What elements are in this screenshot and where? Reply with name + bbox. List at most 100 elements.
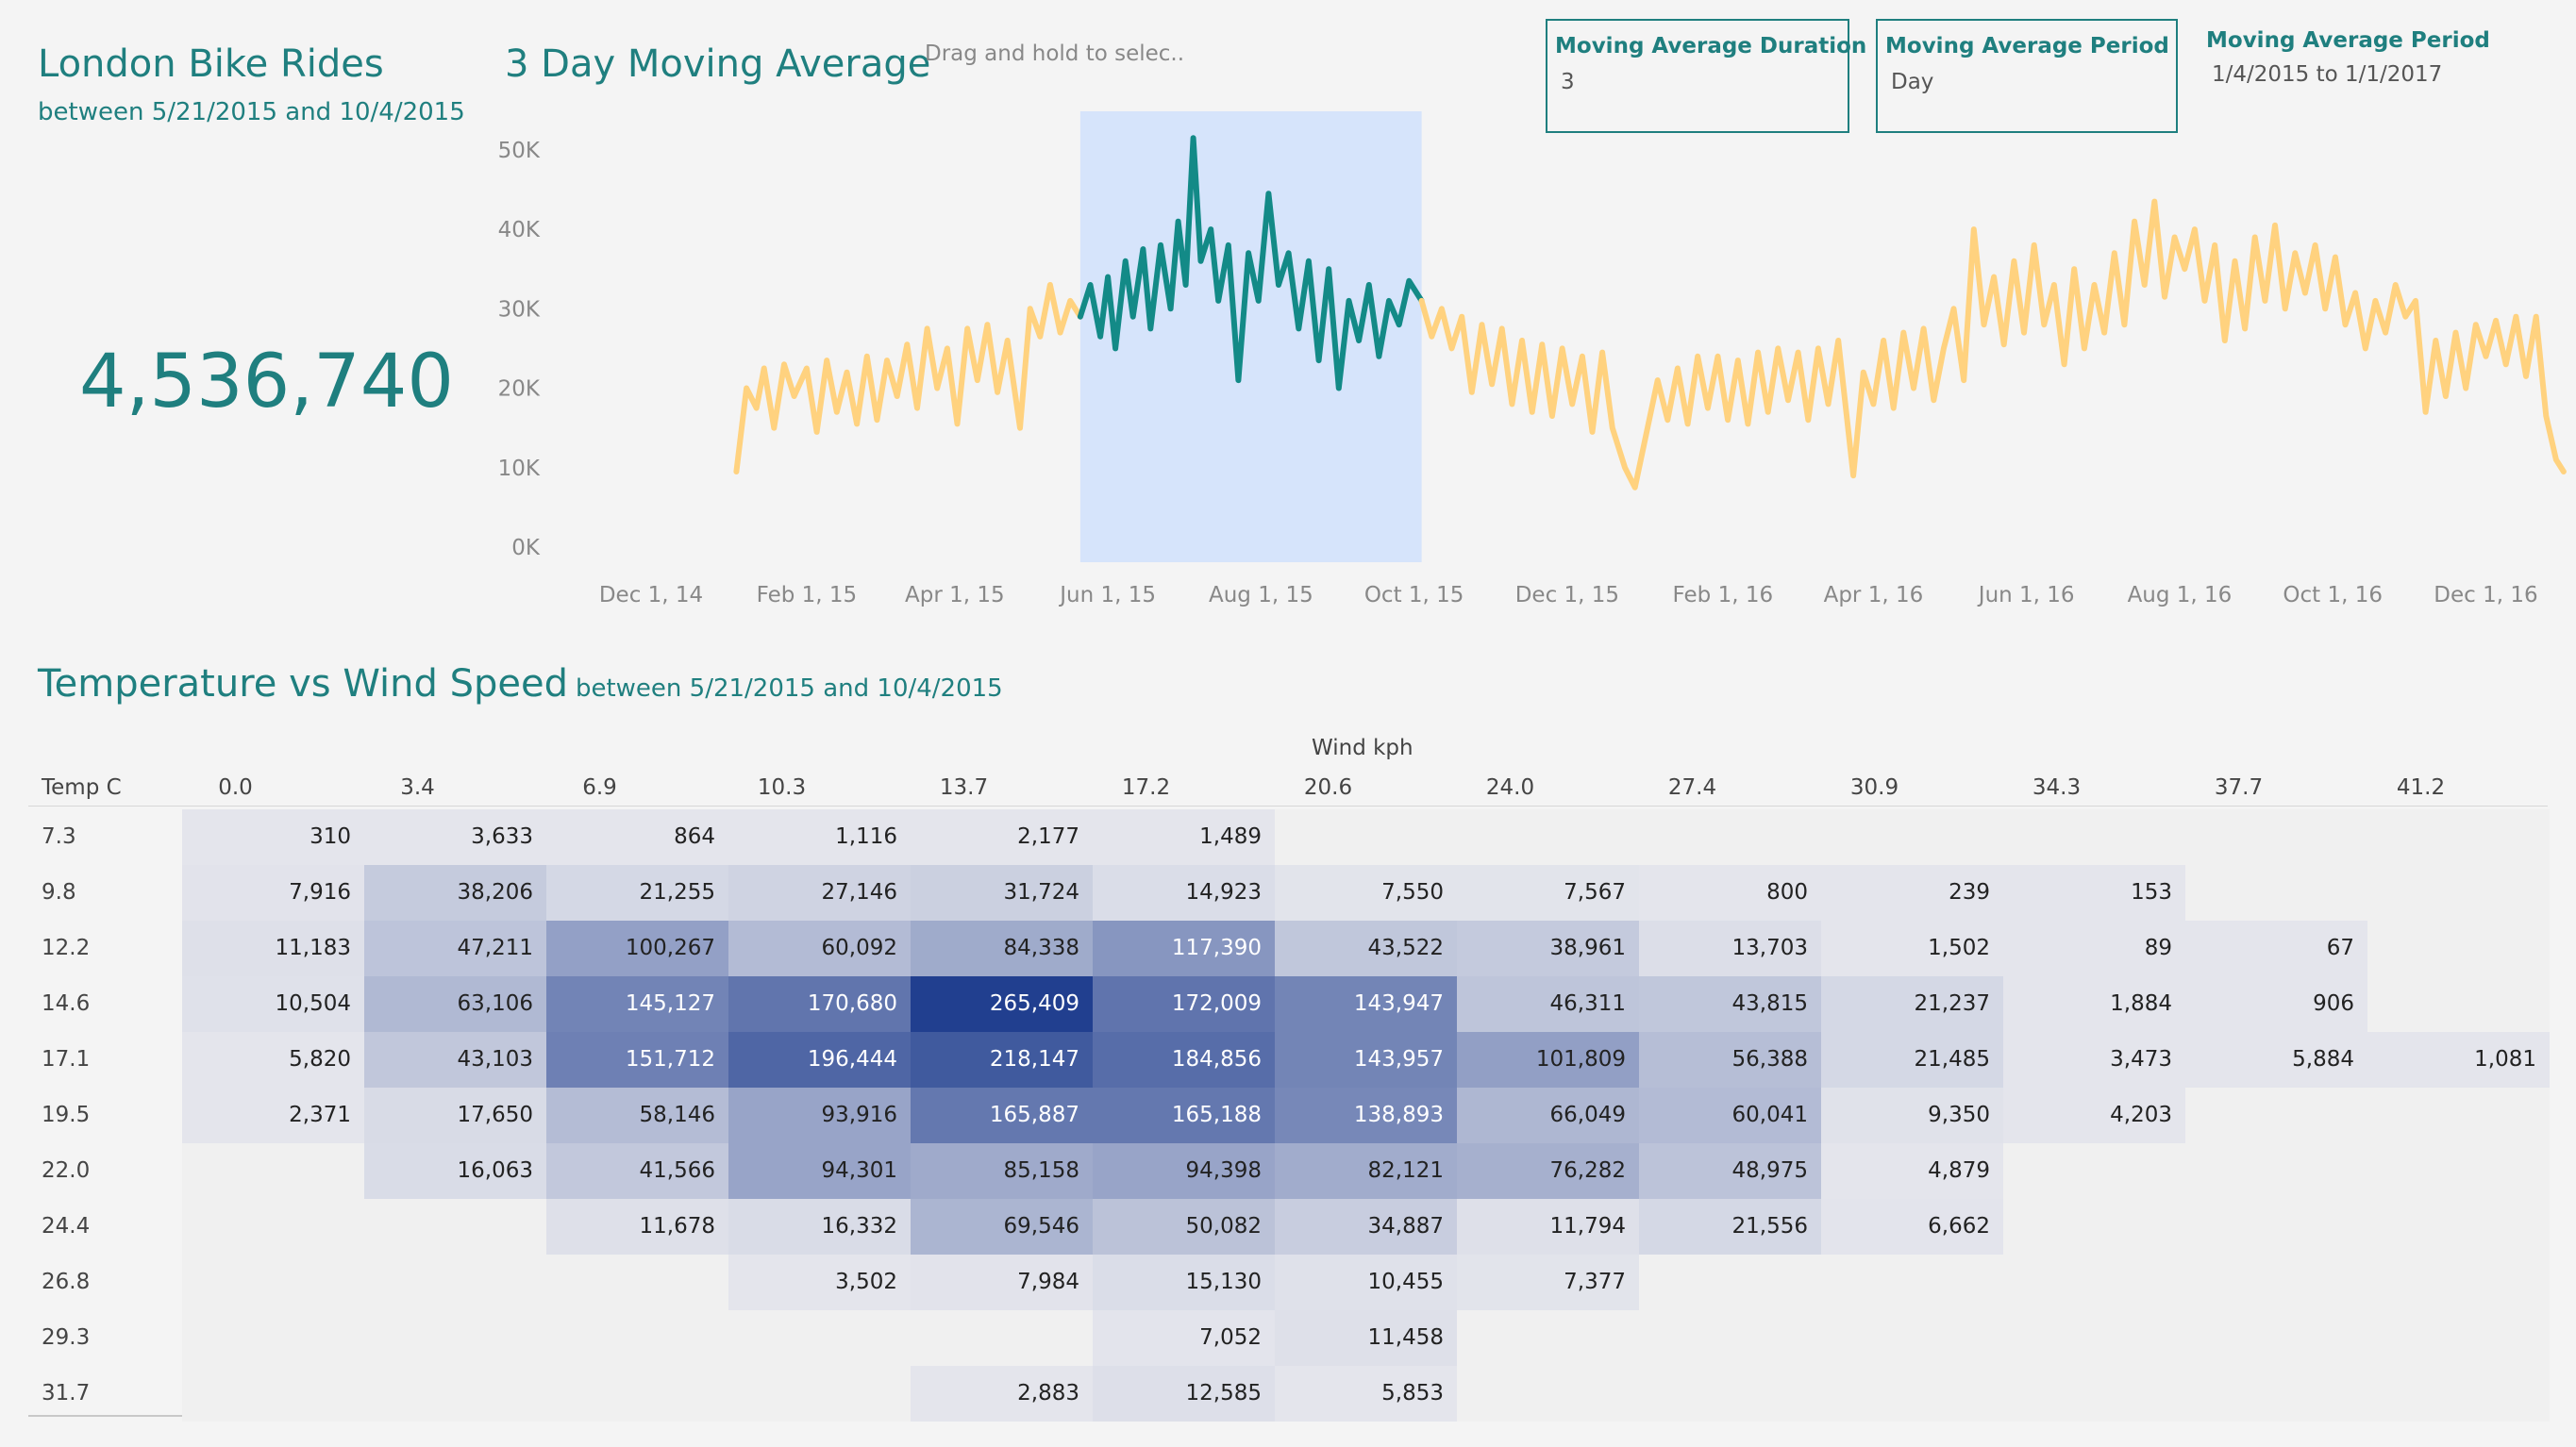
heatmap-cell[interactable]: 21,237 <box>1821 976 2003 1032</box>
range-control-value[interactable]: 1/4/2015 to 1/1/2017 <box>2212 62 2443 87</box>
heatmap-cell[interactable]: 66,049 <box>1457 1088 1639 1143</box>
heatmap-cell[interactable]: 184,856 <box>1093 1032 1275 1088</box>
heatmap-cell[interactable]: 7,567 <box>1457 865 1639 921</box>
heatmap-cell[interactable] <box>2367 976 2550 1032</box>
heatmap-cell[interactable]: 11,458 <box>1275 1310 1457 1366</box>
heatmap-cell[interactable] <box>2185 1143 2367 1199</box>
heatmap-cell[interactable]: 14,923 <box>1093 865 1275 921</box>
heatmap-cell[interactable] <box>1457 1366 1639 1422</box>
heatmap-cell[interactable]: 94,301 <box>728 1143 911 1199</box>
heatmap-cell[interactable] <box>1639 1366 1821 1422</box>
period-control-value[interactable]: Day <box>1891 70 1934 94</box>
heatmap-cell[interactable]: 143,947 <box>1275 976 1457 1032</box>
heatmap-cell[interactable]: 21,255 <box>546 865 728 921</box>
heatmap-cell[interactable] <box>2003 809 2185 865</box>
heatmap-cell[interactable]: 63,106 <box>364 976 546 1032</box>
heatmap-cell[interactable]: 265,409 <box>911 976 1093 1032</box>
heatmap-cell[interactable]: 145,127 <box>546 976 728 1032</box>
moving-average-period-control[interactable]: Moving Average Period Day <box>1876 19 2178 133</box>
heatmap-cell[interactable]: 143,957 <box>1275 1032 1457 1088</box>
heatmap-cell[interactable]: 60,092 <box>728 921 911 976</box>
heatmap-cell[interactable]: 16,332 <box>728 1199 911 1255</box>
heatmap-cell[interactable]: 48,975 <box>1639 1143 1821 1199</box>
heatmap-cell[interactable]: 4,879 <box>1821 1143 2003 1199</box>
heatmap-cell[interactable] <box>728 1366 911 1422</box>
heatmap-cell[interactable]: 12,585 <box>1093 1366 1275 1422</box>
heatmap-cell[interactable]: 38,206 <box>364 865 546 921</box>
heatmap-cell[interactable]: 3,473 <box>2003 1032 2185 1088</box>
heatmap-cell[interactable] <box>2367 809 2550 865</box>
heatmap-cell[interactable]: 7,052 <box>1093 1310 1275 1366</box>
heatmap-cell[interactable] <box>182 1143 364 1199</box>
heatmap-cell[interactable]: 218,147 <box>911 1032 1093 1088</box>
heatmap-cell[interactable]: 165,188 <box>1093 1088 1275 1143</box>
heatmap-cell[interactable]: 56,388 <box>1639 1032 1821 1088</box>
heatmap-cell[interactable]: 101,809 <box>1457 1032 1639 1088</box>
heatmap-cell[interactable]: 3,502 <box>728 1255 911 1310</box>
heatmap-cell[interactable]: 47,211 <box>364 921 546 976</box>
heatmap-cell[interactable]: 906 <box>2185 976 2367 1032</box>
heatmap-cell[interactable]: 170,680 <box>728 976 911 1032</box>
heatmap-cell[interactable]: 11,678 <box>546 1199 728 1255</box>
heatmap-cell[interactable] <box>364 1310 546 1366</box>
heatmap-cell[interactable] <box>546 1310 728 1366</box>
heatmap-cell[interactable]: 41,566 <box>546 1143 728 1199</box>
heatmap-cell[interactable]: 84,338 <box>911 921 1093 976</box>
heatmap-cell[interactable]: 34,887 <box>1275 1199 1457 1255</box>
heatmap-cell[interactable]: 151,712 <box>546 1032 728 1088</box>
heatmap-cell[interactable] <box>2185 1088 2367 1143</box>
heatmap-cell[interactable]: 16,063 <box>364 1143 546 1199</box>
heatmap-cell[interactable]: 50,082 <box>1093 1199 1275 1255</box>
heatmap-cell[interactable] <box>1639 1255 1821 1310</box>
heatmap-cell[interactable]: 1,116 <box>728 809 911 865</box>
heatmap-cell[interactable] <box>1275 809 1457 865</box>
heatmap-cell[interactable]: 60,041 <box>1639 1088 1821 1143</box>
heatmap-cell[interactable] <box>1639 809 1821 865</box>
heatmap-cell[interactable]: 153 <box>2003 865 2185 921</box>
heatmap-cell[interactable]: 67 <box>2185 921 2367 976</box>
heatmap-cell[interactable] <box>2367 921 2550 976</box>
heatmap-cell[interactable] <box>182 1255 364 1310</box>
heatmap-cell[interactable]: 310 <box>182 809 364 865</box>
moving-average-line-chart[interactable]: 0K 10K 20K 30K 40K 50K Dec 1, 14 Feb 1, 15 Apr 1… <box>0 0 2576 641</box>
heatmap-cell[interactable] <box>1821 809 2003 865</box>
heatmap-cell[interactable] <box>2367 1255 2550 1310</box>
heatmap-cell[interactable]: 5,853 <box>1275 1366 1457 1422</box>
heatmap-cell[interactable]: 10,504 <box>182 976 364 1032</box>
heatmap-cell[interactable]: 864 <box>546 809 728 865</box>
heatmap-cell[interactable] <box>2185 1310 2367 1366</box>
heatmap-cell[interactable]: 58,146 <box>546 1088 728 1143</box>
heatmap-cell[interactable]: 13,703 <box>1639 921 1821 976</box>
heatmap-cell[interactable]: 27,146 <box>728 865 911 921</box>
heatmap-cell[interactable] <box>2367 1088 2550 1143</box>
heatmap-cell[interactable] <box>1821 1255 2003 1310</box>
heatmap-cell[interactable] <box>364 1199 546 1255</box>
moving-average-duration-control[interactable]: Moving Average Duration 3 <box>1546 19 1866 133</box>
heatmap-cell[interactable]: 1,489 <box>1093 809 1275 865</box>
heatmap-cell[interactable] <box>2367 1143 2550 1199</box>
heatmap-cell[interactable]: 3,633 <box>364 809 546 865</box>
heatmap-cell[interactable]: 1,502 <box>1821 921 2003 976</box>
heatmap-cell[interactable]: 89 <box>2003 921 2185 976</box>
heatmap-cell[interactable]: 82,121 <box>1275 1143 1457 1199</box>
heatmap-cell[interactable]: 9,350 <box>1821 1088 2003 1143</box>
heatmap-cell[interactable] <box>182 1366 364 1422</box>
heatmap-cell[interactable] <box>2185 865 2367 921</box>
heatmap-cell[interactable]: 196,444 <box>728 1032 911 1088</box>
heatmap-cell[interactable] <box>2003 1310 2185 1366</box>
heatmap-cell[interactable]: 31,724 <box>911 865 1093 921</box>
heatmap-cell[interactable] <box>1457 809 1639 865</box>
heatmap-cell[interactable]: 93,916 <box>728 1088 911 1143</box>
heatmap-cell[interactable]: 43,103 <box>364 1032 546 1088</box>
heatmap-cell[interactable] <box>1639 1310 1821 1366</box>
heatmap-cell[interactable] <box>2367 865 2550 921</box>
heatmap-cell[interactable] <box>2185 809 2367 865</box>
heatmap-cell[interactable]: 2,177 <box>911 809 1093 865</box>
heatmap-cell[interactable] <box>182 1310 364 1366</box>
heatmap-cell[interactable]: 17,650 <box>364 1088 546 1143</box>
heatmap-cell[interactable]: 7,984 <box>911 1255 1093 1310</box>
heatmap-cell[interactable]: 1,081 <box>2367 1032 2550 1088</box>
heatmap-cell[interactable] <box>2003 1255 2185 1310</box>
heatmap-cell[interactable] <box>546 1366 728 1422</box>
selection-band[interactable] <box>1079 111 1422 562</box>
